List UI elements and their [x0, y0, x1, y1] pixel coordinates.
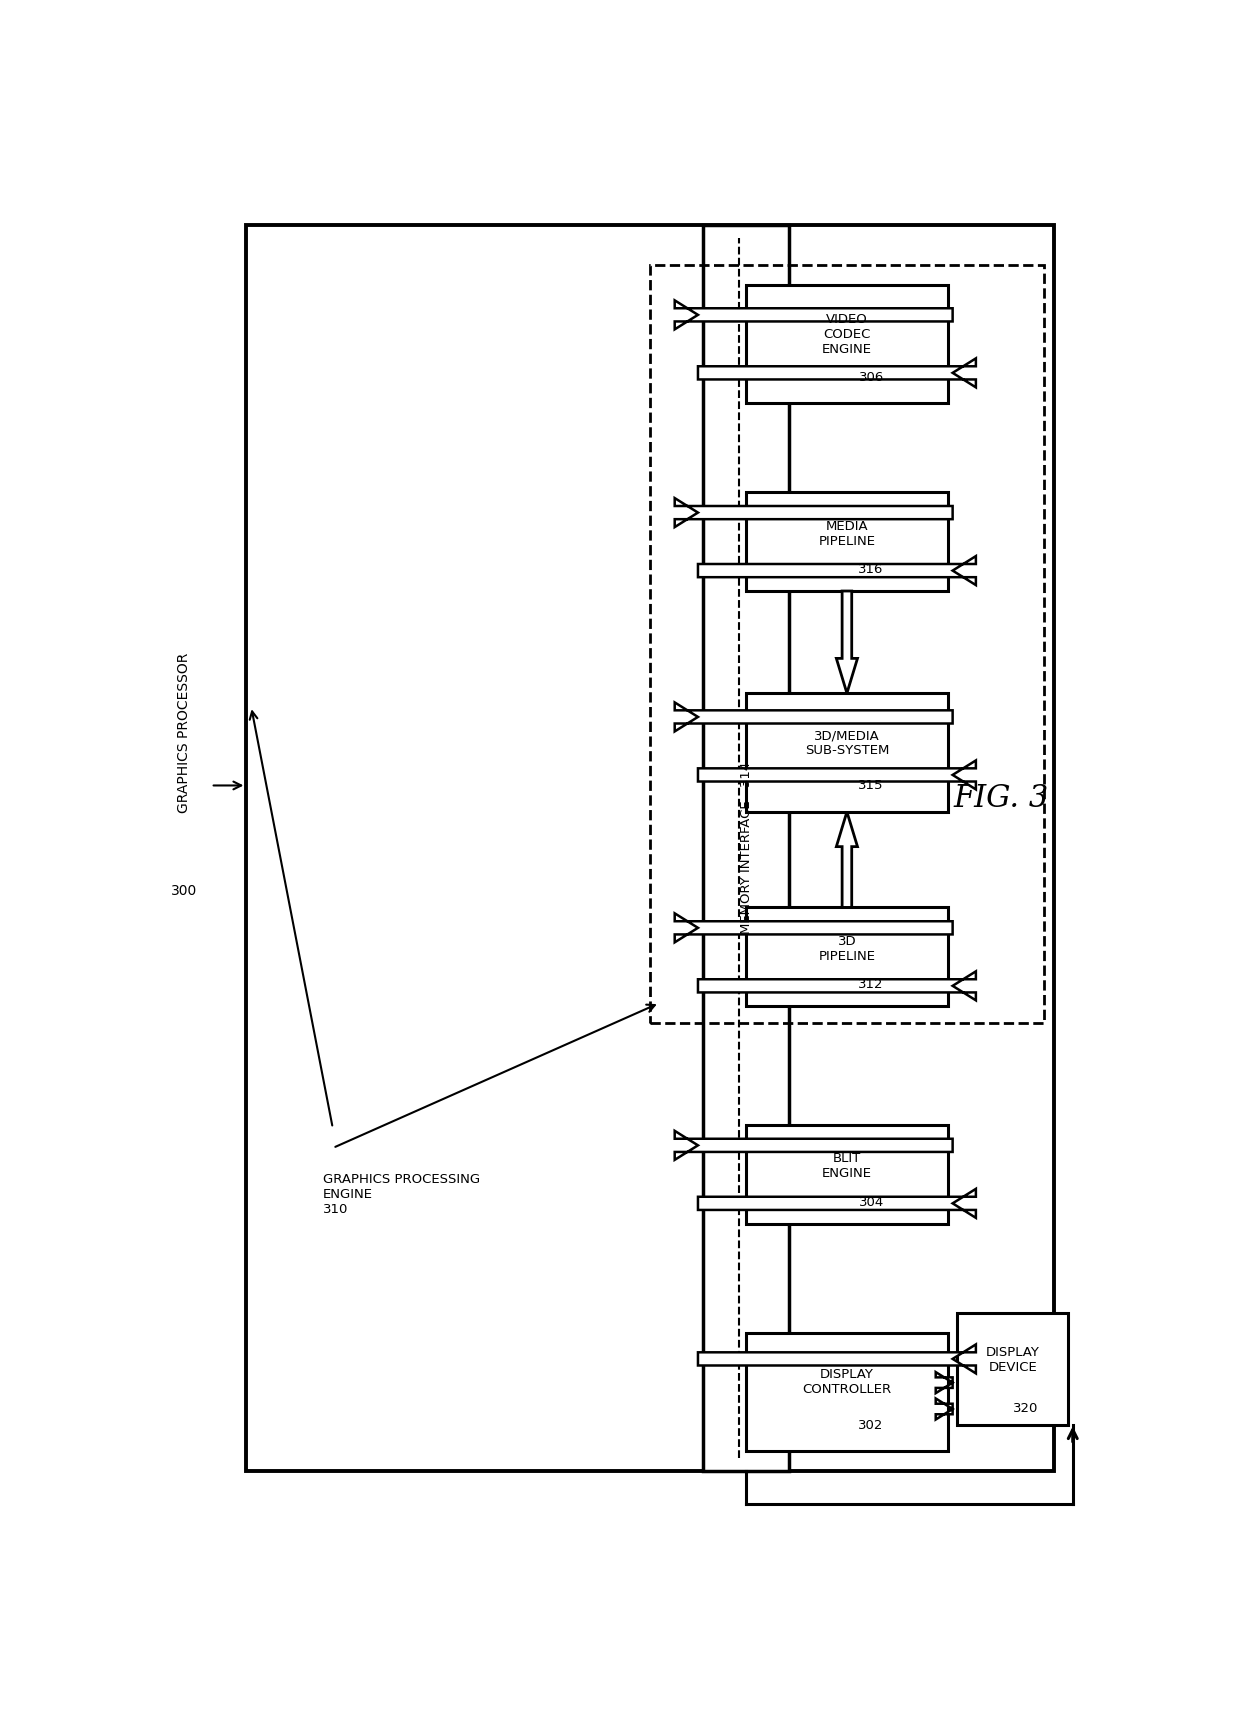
Polygon shape — [675, 1132, 952, 1159]
Bar — [746, 907, 947, 1007]
Text: 3D
PIPELINE: 3D PIPELINE — [818, 935, 875, 962]
Polygon shape — [698, 358, 976, 387]
Text: VIDEO
CODEC
ENGINE: VIDEO CODEC ENGINE — [822, 313, 872, 356]
Text: 3D/MEDIA
SUB-SYSTEM: 3D/MEDIA SUB-SYSTEM — [805, 729, 889, 757]
Polygon shape — [675, 912, 952, 942]
Text: 304: 304 — [858, 1195, 884, 1209]
Text: MEMORY INTERFACE - 314: MEMORY INTERFACE - 314 — [739, 762, 753, 935]
Polygon shape — [936, 1371, 952, 1394]
Text: DISPLAY
DEVICE: DISPLAY DEVICE — [986, 1346, 1039, 1373]
Text: 312: 312 — [858, 978, 884, 991]
Polygon shape — [675, 498, 952, 527]
Text: GRAPHICS PROCESSOR: GRAPHICS PROCESSOR — [177, 652, 191, 813]
Polygon shape — [675, 702, 952, 731]
Text: BLIT
ENGINE: BLIT ENGINE — [822, 1152, 872, 1181]
Text: 306: 306 — [858, 370, 884, 383]
Text: MEDIA
PIPELINE: MEDIA PIPELINE — [818, 520, 875, 548]
Text: 300: 300 — [171, 883, 197, 897]
Polygon shape — [936, 1399, 952, 1419]
Polygon shape — [675, 300, 952, 329]
Text: GRAPHICS PROCESSING
ENGINE
310: GRAPHICS PROCESSING ENGINE 310 — [324, 1173, 480, 1216]
Polygon shape — [698, 971, 976, 1000]
Polygon shape — [698, 556, 976, 586]
Text: FIG. 3: FIG. 3 — [954, 782, 1048, 815]
Bar — [650, 265, 1044, 1022]
Text: 316: 316 — [858, 563, 884, 575]
Text: 315: 315 — [858, 779, 884, 793]
Polygon shape — [698, 1188, 976, 1217]
Bar — [957, 1313, 1068, 1424]
Bar — [247, 226, 1054, 1471]
Text: 302: 302 — [858, 1419, 884, 1431]
Bar — [746, 1125, 947, 1224]
Bar — [746, 1332, 947, 1452]
Text: 320: 320 — [1013, 1402, 1039, 1414]
Polygon shape — [836, 591, 858, 693]
Bar — [746, 491, 947, 591]
Polygon shape — [698, 760, 976, 789]
Bar — [703, 226, 789, 1471]
Polygon shape — [698, 1344, 976, 1373]
Bar — [746, 284, 947, 404]
Bar — [746, 693, 947, 811]
Text: DISPLAY
CONTROLLER: DISPLAY CONTROLLER — [802, 1368, 892, 1397]
Polygon shape — [836, 811, 858, 907]
